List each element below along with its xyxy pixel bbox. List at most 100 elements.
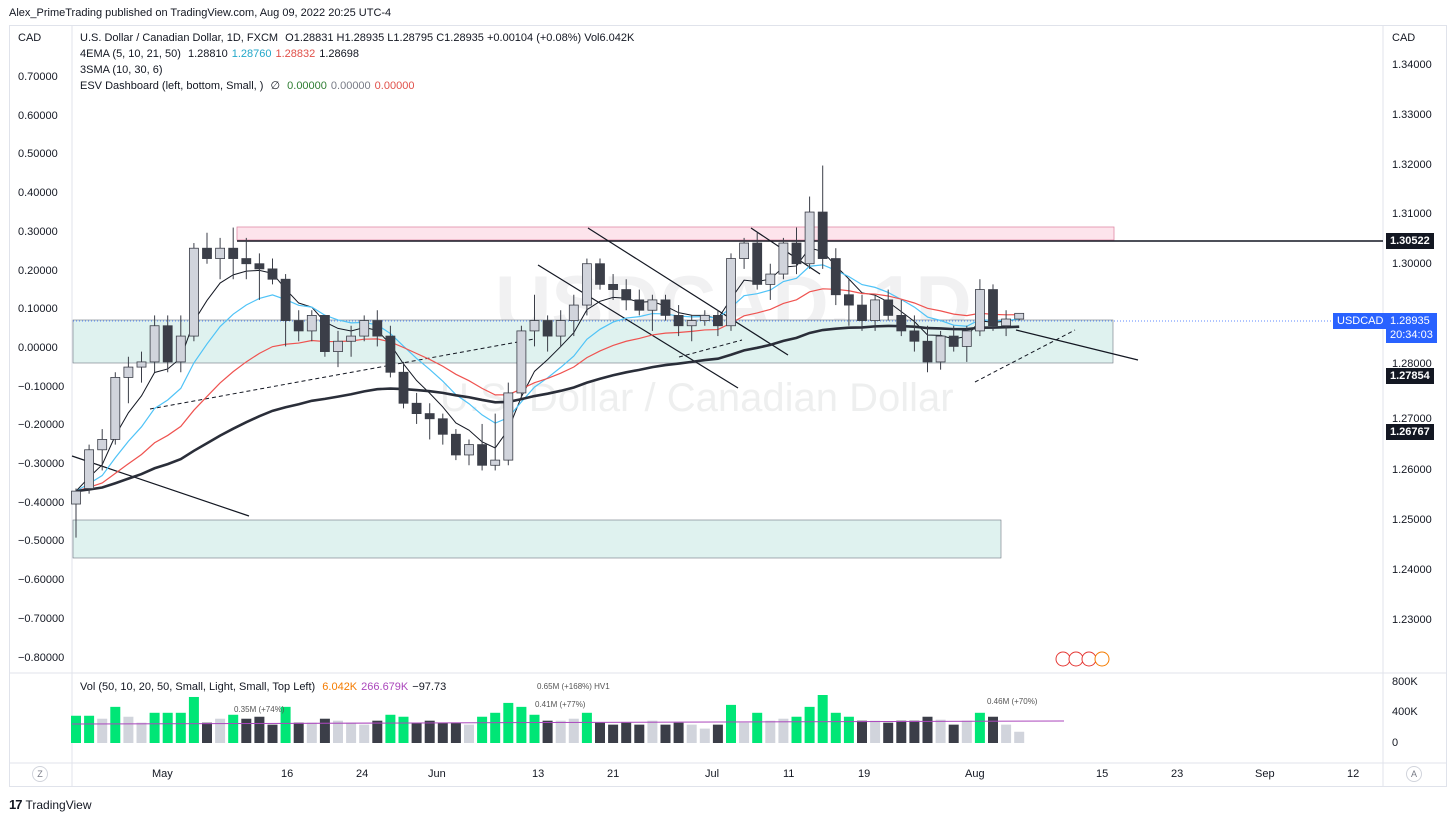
candle[interactable] [411,392,422,424]
candle[interactable] [149,315,160,373]
candle[interactable] [608,274,618,300]
candle[interactable] [123,356,134,404]
candle[interactable] [647,294,658,331]
auto-scale-button[interactable]: A [1406,766,1422,782]
candle[interactable] [202,232,212,264]
candle[interactable] [935,330,946,370]
candle[interactable] [804,196,815,269]
candle[interactable] [857,294,867,331]
candle-body [464,444,474,456]
candle[interactable] [542,315,553,352]
level-tag-2: 1.27854 [1386,368,1434,384]
candle[interactable] [241,237,252,280]
trendline-5[interactable] [1015,329,1139,361]
candle[interactable] [84,444,94,494]
candle[interactable] [791,227,802,275]
candle[interactable] [922,325,933,373]
candle[interactable] [477,423,488,471]
candle[interactable] [215,237,226,280]
candle[interactable] [883,289,894,321]
candle[interactable] [582,258,592,316]
trendline-dashed-3[interactable] [974,329,1076,383]
volume-bar [726,704,736,743]
candle[interactable] [450,429,461,461]
candle[interactable] [424,403,435,440]
candles[interactable] [71,165,1025,538]
candle[interactable] [110,372,121,445]
candle[interactable] [464,439,474,466]
candle[interactable] [293,310,304,342]
trendline-dashed-1[interactable] [149,338,535,410]
candle[interactable] [765,263,776,300]
candle[interactable] [713,310,723,337]
candle[interactable] [595,258,605,290]
candle[interactable] [621,279,632,311]
candle[interactable] [870,294,880,331]
dashboard-icons[interactable] [1055,651,1110,667]
candle[interactable] [817,165,828,269]
candle[interactable] [280,274,291,347]
candle[interactable] [988,284,998,331]
vol-value-2: −97.73 [412,681,447,693]
volume-bar [333,720,343,743]
candle-body [713,315,723,327]
candle[interactable] [175,315,186,373]
candle[interactable] [555,310,566,347]
candle[interactable] [188,243,199,342]
candle[interactable] [844,279,854,326]
trendline-dashed-2[interactable] [678,339,743,358]
candle[interactable] [673,305,684,337]
candle[interactable] [254,253,265,300]
candle[interactable] [319,315,330,357]
candle[interactable] [634,289,645,316]
candle[interactable] [568,294,579,337]
candle[interactable] [162,315,173,373]
trendline-3[interactable] [587,227,789,356]
candle[interactable] [961,325,972,362]
candle[interactable] [333,330,343,368]
candle[interactable] [948,325,959,352]
flag-icon-1[interactable] [1055,651,1071,667]
candle[interactable] [778,237,789,280]
candle[interactable] [752,232,763,290]
candle[interactable] [909,315,920,352]
resistance-zone[interactable] [236,226,1115,241]
candle[interactable] [136,351,147,383]
candle[interactable] [686,315,697,342]
candle[interactable] [97,429,108,471]
level-tag-3: 1.26767 [1386,424,1434,440]
candle[interactable] [346,325,357,357]
candle-body [909,330,920,342]
zoom-button[interactable]: Z [32,766,48,782]
candle[interactable] [437,413,448,445]
candle[interactable] [699,310,710,326]
candle[interactable] [529,294,540,347]
trendline-2[interactable] [537,264,739,389]
candle[interactable] [385,325,396,378]
candle[interactable] [267,258,278,285]
candle[interactable] [228,227,239,280]
candle[interactable] [739,237,749,269]
trendline-1[interactable] [71,455,250,517]
candle[interactable] [359,315,370,342]
candle[interactable] [516,325,527,399]
candle-body [673,315,684,327]
flag-icon-2[interactable] [1068,651,1084,667]
candle[interactable] [830,248,841,306]
candle[interactable] [975,279,985,337]
candle[interactable] [306,310,317,342]
candle[interactable] [1014,312,1025,321]
candle[interactable] [372,310,383,347]
candle[interactable] [1001,310,1011,337]
candle[interactable] [896,299,907,337]
flag-icon-3[interactable] [1081,651,1097,667]
candle[interactable] [726,253,736,331]
candle[interactable] [503,382,514,466]
flag-icon-4[interactable] [1094,651,1110,667]
candle[interactable] [71,488,81,538]
support-zone-lower[interactable] [72,519,1002,559]
candle[interactable] [398,361,409,409]
candle[interactable] [660,294,671,321]
candle[interactable] [490,413,501,471]
